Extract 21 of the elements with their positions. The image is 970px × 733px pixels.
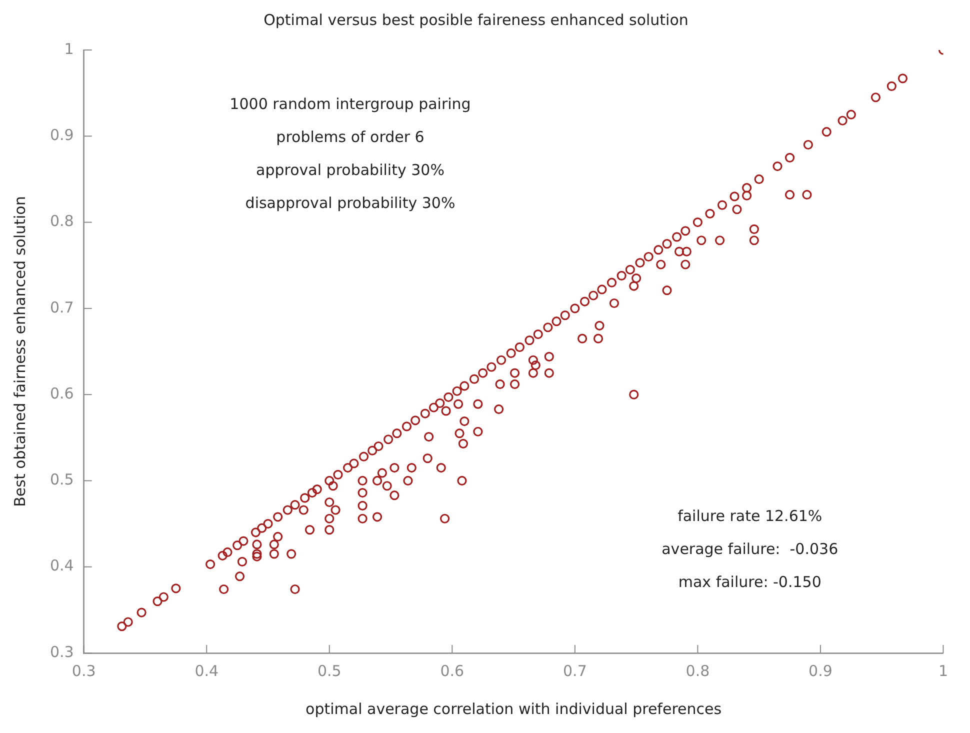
x-tick-label: 0.6 bbox=[440, 662, 464, 680]
y-tick-label: 1 bbox=[64, 40, 74, 58]
annotation: failure rate 12.61% average failure: -0.036 max failure: -0.150 bbox=[662, 507, 838, 592]
x-tick-label: 0.3 bbox=[72, 662, 96, 680]
y-tick-label: 0.7 bbox=[50, 298, 74, 316]
y-tick-label: 0.3 bbox=[50, 642, 74, 661]
y-tick-label: 0.4 bbox=[50, 556, 74, 575]
x-tick-label: 0.4 bbox=[194, 662, 219, 680]
x-tick-label: 0.7 bbox=[562, 662, 587, 680]
x-tick-label: 0.5 bbox=[317, 662, 342, 680]
y-tick-label: 0.6 bbox=[50, 384, 74, 402]
x-tick-label: 0.8 bbox=[686, 662, 710, 680]
chart-title: Optimal versus best posible faireness enhanced solution bbox=[264, 10, 688, 29]
y-tick-label: 0.8 bbox=[50, 212, 74, 230]
x-tick-label: 0.9 bbox=[808, 662, 832, 680]
x-axis-title: optimal average correlation with individual preferences bbox=[306, 700, 722, 718]
y-tick-label: 0.5 bbox=[50, 470, 74, 489]
y-axis-title: Best obtained fairness enhanced solution bbox=[10, 196, 29, 507]
x-tick-label: 1 bbox=[938, 662, 948, 680]
y-tick-label: 0.9 bbox=[50, 126, 74, 144]
annotation: 1000 random intergroup pairing problems of order 6 approval probability 30% disapproval probability 30% bbox=[230, 94, 471, 212]
